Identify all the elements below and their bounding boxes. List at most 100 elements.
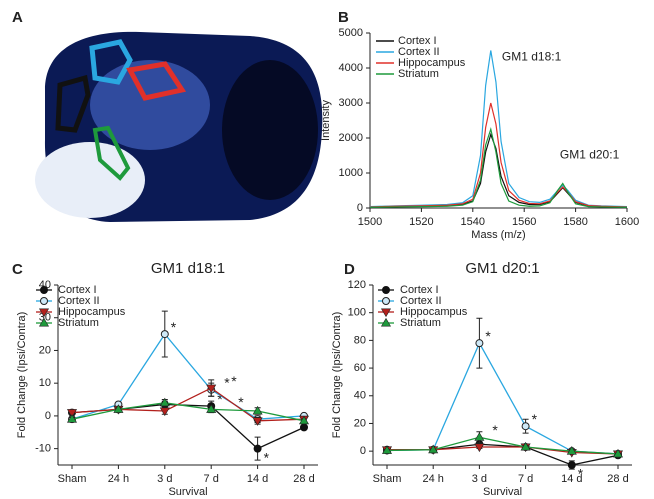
x-tick-label: 1560 bbox=[512, 216, 536, 228]
y-tick-label: 100 bbox=[348, 307, 366, 319]
x-tick-label: 1500 bbox=[358, 216, 382, 228]
point bbox=[474, 443, 485, 453]
point bbox=[381, 445, 393, 454]
legend-label: Cortex I bbox=[400, 284, 439, 296]
legend-label: Cortex I bbox=[398, 35, 437, 47]
point bbox=[159, 397, 170, 407]
x-tick-label: 28 d bbox=[293, 473, 314, 485]
legend-label: Hippocampus bbox=[400, 306, 468, 318]
y-tick-label: 0 bbox=[360, 445, 366, 457]
y-tick-label: 120 bbox=[348, 279, 366, 291]
mid-region bbox=[90, 60, 210, 150]
y-tick-label: 30 bbox=[39, 312, 51, 324]
point bbox=[612, 448, 624, 458]
significance: * bbox=[217, 391, 223, 407]
chart-title: GM1 d18:1 bbox=[151, 260, 225, 277]
y-tick-label: 40 bbox=[354, 390, 366, 402]
significance: * bbox=[492, 422, 498, 438]
legend-label: Striatum bbox=[58, 317, 99, 329]
point bbox=[206, 404, 217, 413]
y-tick-label: 60 bbox=[354, 362, 366, 374]
point bbox=[253, 444, 262, 453]
annotation: GM1 d20:1 bbox=[560, 148, 620, 162]
significance: * bbox=[224, 374, 230, 390]
series-line bbox=[71, 403, 305, 450]
roi-hippocampus bbox=[126, 61, 187, 101]
series-line bbox=[386, 341, 619, 455]
y-tick-label: 20 bbox=[354, 417, 366, 429]
legend-label: Striatum bbox=[398, 68, 439, 80]
y-tick-label: 1000 bbox=[339, 167, 363, 179]
y-tick-label: 80 bbox=[354, 334, 366, 346]
x-tick-label: Sham bbox=[58, 473, 87, 485]
x-tick-label: 7 d bbox=[518, 473, 533, 485]
point bbox=[380, 308, 392, 318]
point bbox=[159, 407, 170, 417]
legend-label: Hippocampus bbox=[398, 57, 466, 69]
significance: * bbox=[238, 394, 244, 410]
y-axis-label: Fold Change (Ipsi/Contra) bbox=[16, 312, 28, 439]
point bbox=[521, 422, 530, 431]
significance: * bbox=[485, 328, 491, 344]
roi-cortex-i bbox=[55, 74, 91, 133]
y-tick-label: -10 bbox=[35, 443, 51, 455]
y-tick-label: 20 bbox=[39, 344, 51, 356]
y-tick-label: 3000 bbox=[339, 97, 363, 109]
x-tick-label: 1600 bbox=[615, 216, 639, 228]
x-axis-label: Survival bbox=[168, 486, 207, 498]
significance: * bbox=[264, 449, 270, 465]
point bbox=[567, 461, 576, 469]
roi-cortex-ii bbox=[89, 39, 133, 85]
x-tick-label: 3 d bbox=[472, 473, 487, 485]
point bbox=[252, 405, 263, 415]
roi-striatum bbox=[92, 125, 131, 181]
legend-label: Cortex II bbox=[398, 46, 440, 58]
x-axis-label: Mass (m/z) bbox=[471, 229, 525, 241]
point bbox=[474, 432, 485, 441]
bright-region bbox=[35, 142, 145, 218]
point bbox=[38, 308, 50, 318]
y-tick-label: 0 bbox=[45, 410, 51, 422]
x-tick-label: 1580 bbox=[563, 216, 587, 228]
legend-label: Striatum bbox=[400, 317, 441, 329]
y-tick-label: 5000 bbox=[339, 27, 363, 39]
point bbox=[206, 384, 217, 394]
panel-label: D bbox=[344, 261, 355, 278]
y-tick-label: 10 bbox=[39, 377, 51, 389]
legend-label: Cortex II bbox=[58, 295, 100, 307]
legend-label: Cortex I bbox=[58, 284, 97, 296]
panel-label: B bbox=[338, 9, 349, 26]
series-line bbox=[71, 333, 305, 420]
x-tick-label: 24 h bbox=[422, 473, 443, 485]
y-tick-label: 0 bbox=[357, 202, 363, 214]
x-tick-label: 14 d bbox=[247, 473, 268, 485]
point bbox=[160, 330, 169, 339]
panel-label: C bbox=[12, 261, 23, 278]
legend-label: Hippocampus bbox=[58, 306, 126, 318]
point bbox=[40, 297, 48, 305]
legend-label: Cortex II bbox=[400, 295, 442, 307]
significance: * bbox=[578, 466, 584, 482]
point bbox=[113, 404, 124, 413]
series-line bbox=[71, 387, 305, 422]
x-axis-label: Survival bbox=[483, 486, 522, 498]
x-tick-label: 7 d bbox=[204, 473, 219, 485]
point bbox=[66, 414, 78, 423]
point bbox=[40, 286, 48, 294]
significance: * bbox=[532, 411, 538, 427]
series-line bbox=[386, 436, 619, 455]
x-tick-label: 1520 bbox=[409, 216, 433, 228]
significance: * bbox=[231, 373, 237, 389]
point bbox=[382, 286, 390, 294]
y-tick-label: 2000 bbox=[339, 132, 363, 144]
series-line bbox=[369, 50, 628, 208]
point bbox=[380, 317, 392, 327]
point bbox=[428, 444, 439, 454]
point bbox=[66, 409, 78, 418]
point bbox=[566, 446, 577, 455]
x-tick-label: 28 d bbox=[607, 473, 628, 485]
y-tick-label: 4000 bbox=[339, 62, 363, 74]
brain-image bbox=[35, 28, 330, 224]
x-tick-label: Sham bbox=[373, 473, 402, 485]
y-axis-label: Fold Change (Ipsi/Contra) bbox=[331, 312, 343, 439]
